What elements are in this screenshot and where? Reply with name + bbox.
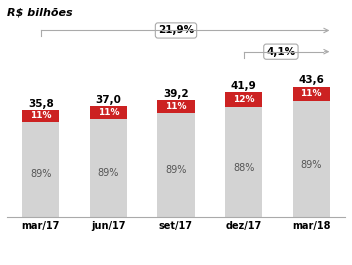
Bar bbox=[90, 107, 127, 119]
Text: R$ bilhões: R$ bilhões bbox=[7, 8, 73, 18]
Bar bbox=[157, 113, 195, 217]
Text: 37,0: 37,0 bbox=[95, 95, 121, 105]
Text: 89%: 89% bbox=[165, 165, 187, 175]
Text: 21,9%: 21,9% bbox=[158, 25, 194, 36]
Text: 89%: 89% bbox=[30, 169, 51, 179]
Bar bbox=[225, 92, 262, 107]
Text: 89%: 89% bbox=[98, 168, 119, 178]
Text: 41,9: 41,9 bbox=[231, 81, 257, 91]
Bar bbox=[225, 107, 262, 217]
Bar bbox=[22, 122, 59, 217]
Text: 11%: 11% bbox=[98, 108, 119, 117]
Bar bbox=[22, 110, 59, 122]
Text: 35,8: 35,8 bbox=[28, 99, 54, 109]
Text: 89%: 89% bbox=[301, 160, 322, 170]
Bar bbox=[293, 101, 330, 217]
Text: 88%: 88% bbox=[233, 163, 254, 173]
Text: 11%: 11% bbox=[30, 112, 52, 121]
Bar bbox=[293, 87, 330, 101]
Text: 4,1%: 4,1% bbox=[266, 47, 295, 57]
Text: 11%: 11% bbox=[300, 89, 322, 98]
Text: 12%: 12% bbox=[233, 95, 254, 104]
Text: 43,6: 43,6 bbox=[298, 76, 324, 86]
Text: 11%: 11% bbox=[165, 102, 187, 111]
Text: 39,2: 39,2 bbox=[163, 89, 189, 99]
Bar bbox=[157, 100, 195, 113]
Bar bbox=[90, 119, 127, 217]
